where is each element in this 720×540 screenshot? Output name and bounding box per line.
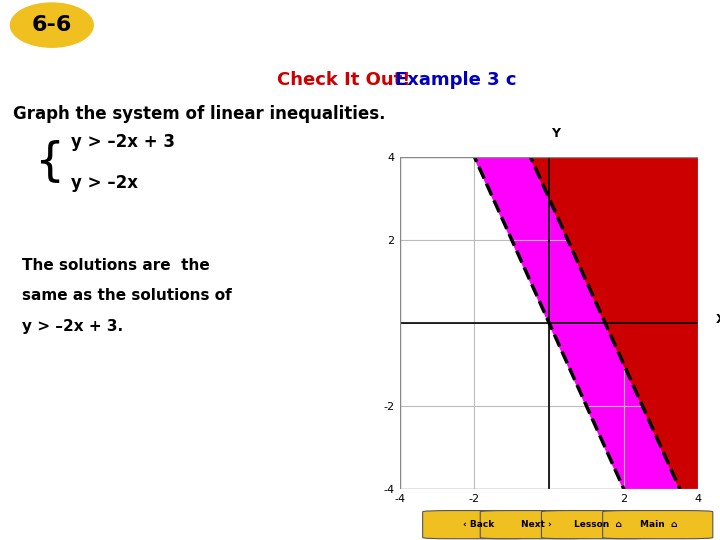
FancyBboxPatch shape [423,510,533,539]
Text: y > –2x + 3.: y > –2x + 3. [22,319,122,334]
Text: © HOLT McDOUGAL, All Rights Reserved: © HOLT McDOUGAL, All Rights Reserved [13,522,195,530]
Text: Main  ⌂: Main ⌂ [640,520,678,529]
Text: Lesson  ⌂: Lesson ⌂ [574,520,621,529]
FancyBboxPatch shape [541,510,652,539]
Text: ‹ Back: ‹ Back [463,520,495,529]
Text: 6-6: 6-6 [32,15,72,35]
Text: Example 3 c: Example 3 c [395,71,516,89]
FancyBboxPatch shape [603,510,713,539]
Text: y > –2x: y > –2x [71,174,138,192]
Text: X: X [716,313,720,326]
Text: y > –2x + 3: y > –2x + 3 [71,133,174,151]
Text: {: { [35,140,65,185]
Text: Y: Y [552,127,560,140]
Text: same as the solutions of: same as the solutions of [22,288,231,303]
Text: Solving Systems of Linear Inequalities: Solving Systems of Linear Inequalities [119,15,600,35]
Text: Check It Out!: Check It Out! [277,71,410,89]
Ellipse shape [10,3,94,47]
Text: Next ›: Next › [521,520,552,529]
Text: The solutions are  the: The solutions are the [22,258,210,273]
FancyBboxPatch shape [480,510,590,539]
Text: Graph the system of linear inequalities.: Graph the system of linear inequalities. [13,105,385,124]
